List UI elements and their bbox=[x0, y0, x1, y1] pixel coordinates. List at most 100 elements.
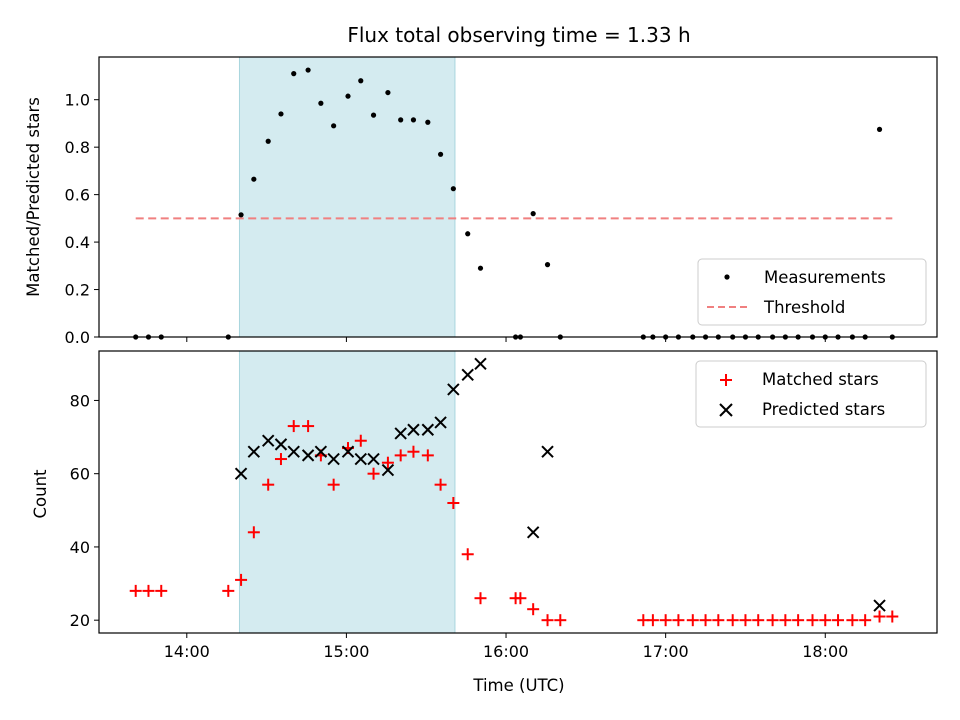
matched-star-point bbox=[527, 603, 540, 616]
measurement-point bbox=[477, 265, 484, 271]
matched-star-point bbox=[514, 592, 527, 605]
predicted-star-point bbox=[354, 452, 367, 466]
bottom-panel: 20 40 60 80 14:00 15:00 16:00 17:00 18:00 Count… bbox=[31, 350, 938, 695]
predicted-star-point bbox=[407, 423, 420, 436]
predicted-star-point bbox=[327, 452, 340, 466]
matched-star-point bbox=[394, 449, 407, 462]
top-y-tick-label: 0.2 bbox=[65, 281, 90, 300]
top-y-ticks: 0.0 0.2 0.4 0.6 0.8 1.0 bbox=[65, 91, 99, 347]
matched-star-point bbox=[327, 478, 340, 491]
matched-star-point bbox=[142, 584, 155, 597]
highlight-span bbox=[238, 56, 456, 338]
legend-threshold-label: Threshold bbox=[763, 298, 845, 317]
bottom-x-ticks: 14:00 15:00 16:00 17:00 18:00 bbox=[164, 633, 848, 661]
legend-measurements-marker bbox=[724, 274, 730, 280]
bottom-y-tick-label: 40 bbox=[70, 538, 90, 557]
matched-star-point bbox=[699, 614, 712, 627]
top-highlight-region bbox=[238, 56, 456, 338]
matched-star-point bbox=[672, 614, 685, 627]
measurement-point bbox=[876, 126, 883, 132]
legend-measurements-label: Measurements bbox=[764, 268, 886, 287]
predicted-star-point bbox=[247, 445, 261, 458]
bottom-y-axis-label: Count bbox=[31, 469, 50, 519]
bottom-legend: Matched stars Predicted stars bbox=[695, 360, 927, 428]
measurement-point bbox=[331, 123, 337, 129]
predicted-star-point bbox=[261, 434, 275, 447]
top-x-ticks bbox=[186, 337, 826, 342]
predicted-star-point bbox=[301, 449, 315, 462]
matched-star-point bbox=[779, 614, 792, 627]
matched-star-point bbox=[726, 614, 739, 627]
x-tick-label: 14:00 bbox=[164, 642, 210, 661]
measurement-point bbox=[251, 176, 257, 182]
predicted-star-point bbox=[526, 526, 540, 539]
matched-star-point bbox=[806, 614, 819, 627]
measurement-point bbox=[410, 117, 417, 123]
matched-star-point bbox=[262, 478, 275, 491]
x-tick-label: 16:00 bbox=[483, 642, 529, 661]
predicted-star-point bbox=[234, 467, 248, 480]
measurement-point bbox=[358, 78, 364, 84]
predicted-star-point bbox=[421, 423, 435, 436]
matched-star-point bbox=[541, 614, 554, 627]
matched-star-point bbox=[421, 449, 434, 462]
matched-star-point bbox=[832, 614, 845, 627]
measurement-point bbox=[450, 186, 456, 192]
predicted-star-point bbox=[341, 445, 355, 458]
matched-star-point bbox=[686, 614, 699, 627]
predicted-star-point bbox=[381, 463, 395, 477]
x-tick-label: 17:00 bbox=[643, 642, 689, 661]
bottom-axes-frame bbox=[98, 350, 938, 634]
matched-star-point bbox=[222, 584, 235, 597]
predicted-star-point bbox=[434, 416, 447, 429]
measurement-point bbox=[370, 112, 377, 118]
measurement-point bbox=[437, 151, 444, 157]
matched-star-point bbox=[129, 584, 142, 597]
top-legend-box bbox=[697, 258, 927, 326]
matched-star-point bbox=[287, 420, 300, 433]
predicted-stars-points bbox=[234, 357, 886, 612]
predicted-star-point bbox=[873, 599, 886, 612]
measurement-point bbox=[278, 111, 284, 117]
matched-star-point bbox=[247, 526, 260, 539]
measurement-point bbox=[238, 212, 244, 218]
predicted-star-point bbox=[461, 368, 474, 382]
matched-star-point bbox=[235, 573, 248, 586]
matched-star-point bbox=[461, 548, 474, 561]
matched-star-point bbox=[434, 478, 447, 491]
bottom-y-tick-label: 20 bbox=[70, 611, 90, 630]
measurement-points bbox=[133, 67, 895, 340]
highlight-span bbox=[238, 350, 456, 634]
top-y-tick-label: 0.0 bbox=[65, 328, 90, 347]
matched-star-point bbox=[381, 456, 394, 469]
measurement-point bbox=[530, 211, 536, 217]
matched-star-point bbox=[354, 434, 367, 447]
predicted-star-point bbox=[367, 452, 380, 466]
measurement-point bbox=[291, 71, 297, 77]
legend-matched-label: Matched stars bbox=[762, 370, 879, 389]
predicted-star-point bbox=[447, 383, 460, 396]
matched-star-point bbox=[646, 614, 659, 627]
measurement-point bbox=[544, 262, 551, 268]
x-tick-label: 18:00 bbox=[802, 642, 848, 661]
predicted-star-point bbox=[287, 445, 300, 458]
matched-star-point bbox=[474, 592, 487, 605]
predicted-star-point bbox=[541, 445, 554, 458]
predicted-star-point bbox=[314, 445, 328, 458]
measurement-point bbox=[398, 117, 404, 123]
predicted-star-point bbox=[274, 438, 288, 451]
measurement-point bbox=[465, 231, 471, 237]
measurement-point bbox=[345, 93, 351, 99]
predicted-star-point bbox=[474, 357, 487, 371]
matched-star-point bbox=[886, 610, 899, 623]
predicted-star-point bbox=[394, 427, 407, 440]
matched-star-point bbox=[407, 445, 420, 458]
measurement-point bbox=[265, 138, 271, 144]
matched-star-point bbox=[302, 420, 315, 433]
top-y-tick-label: 1.0 bbox=[65, 91, 90, 110]
matched-star-point bbox=[367, 467, 380, 480]
measurement-point bbox=[305, 67, 311, 73]
matched-star-point bbox=[859, 614, 872, 627]
matched-star-point bbox=[752, 614, 765, 627]
